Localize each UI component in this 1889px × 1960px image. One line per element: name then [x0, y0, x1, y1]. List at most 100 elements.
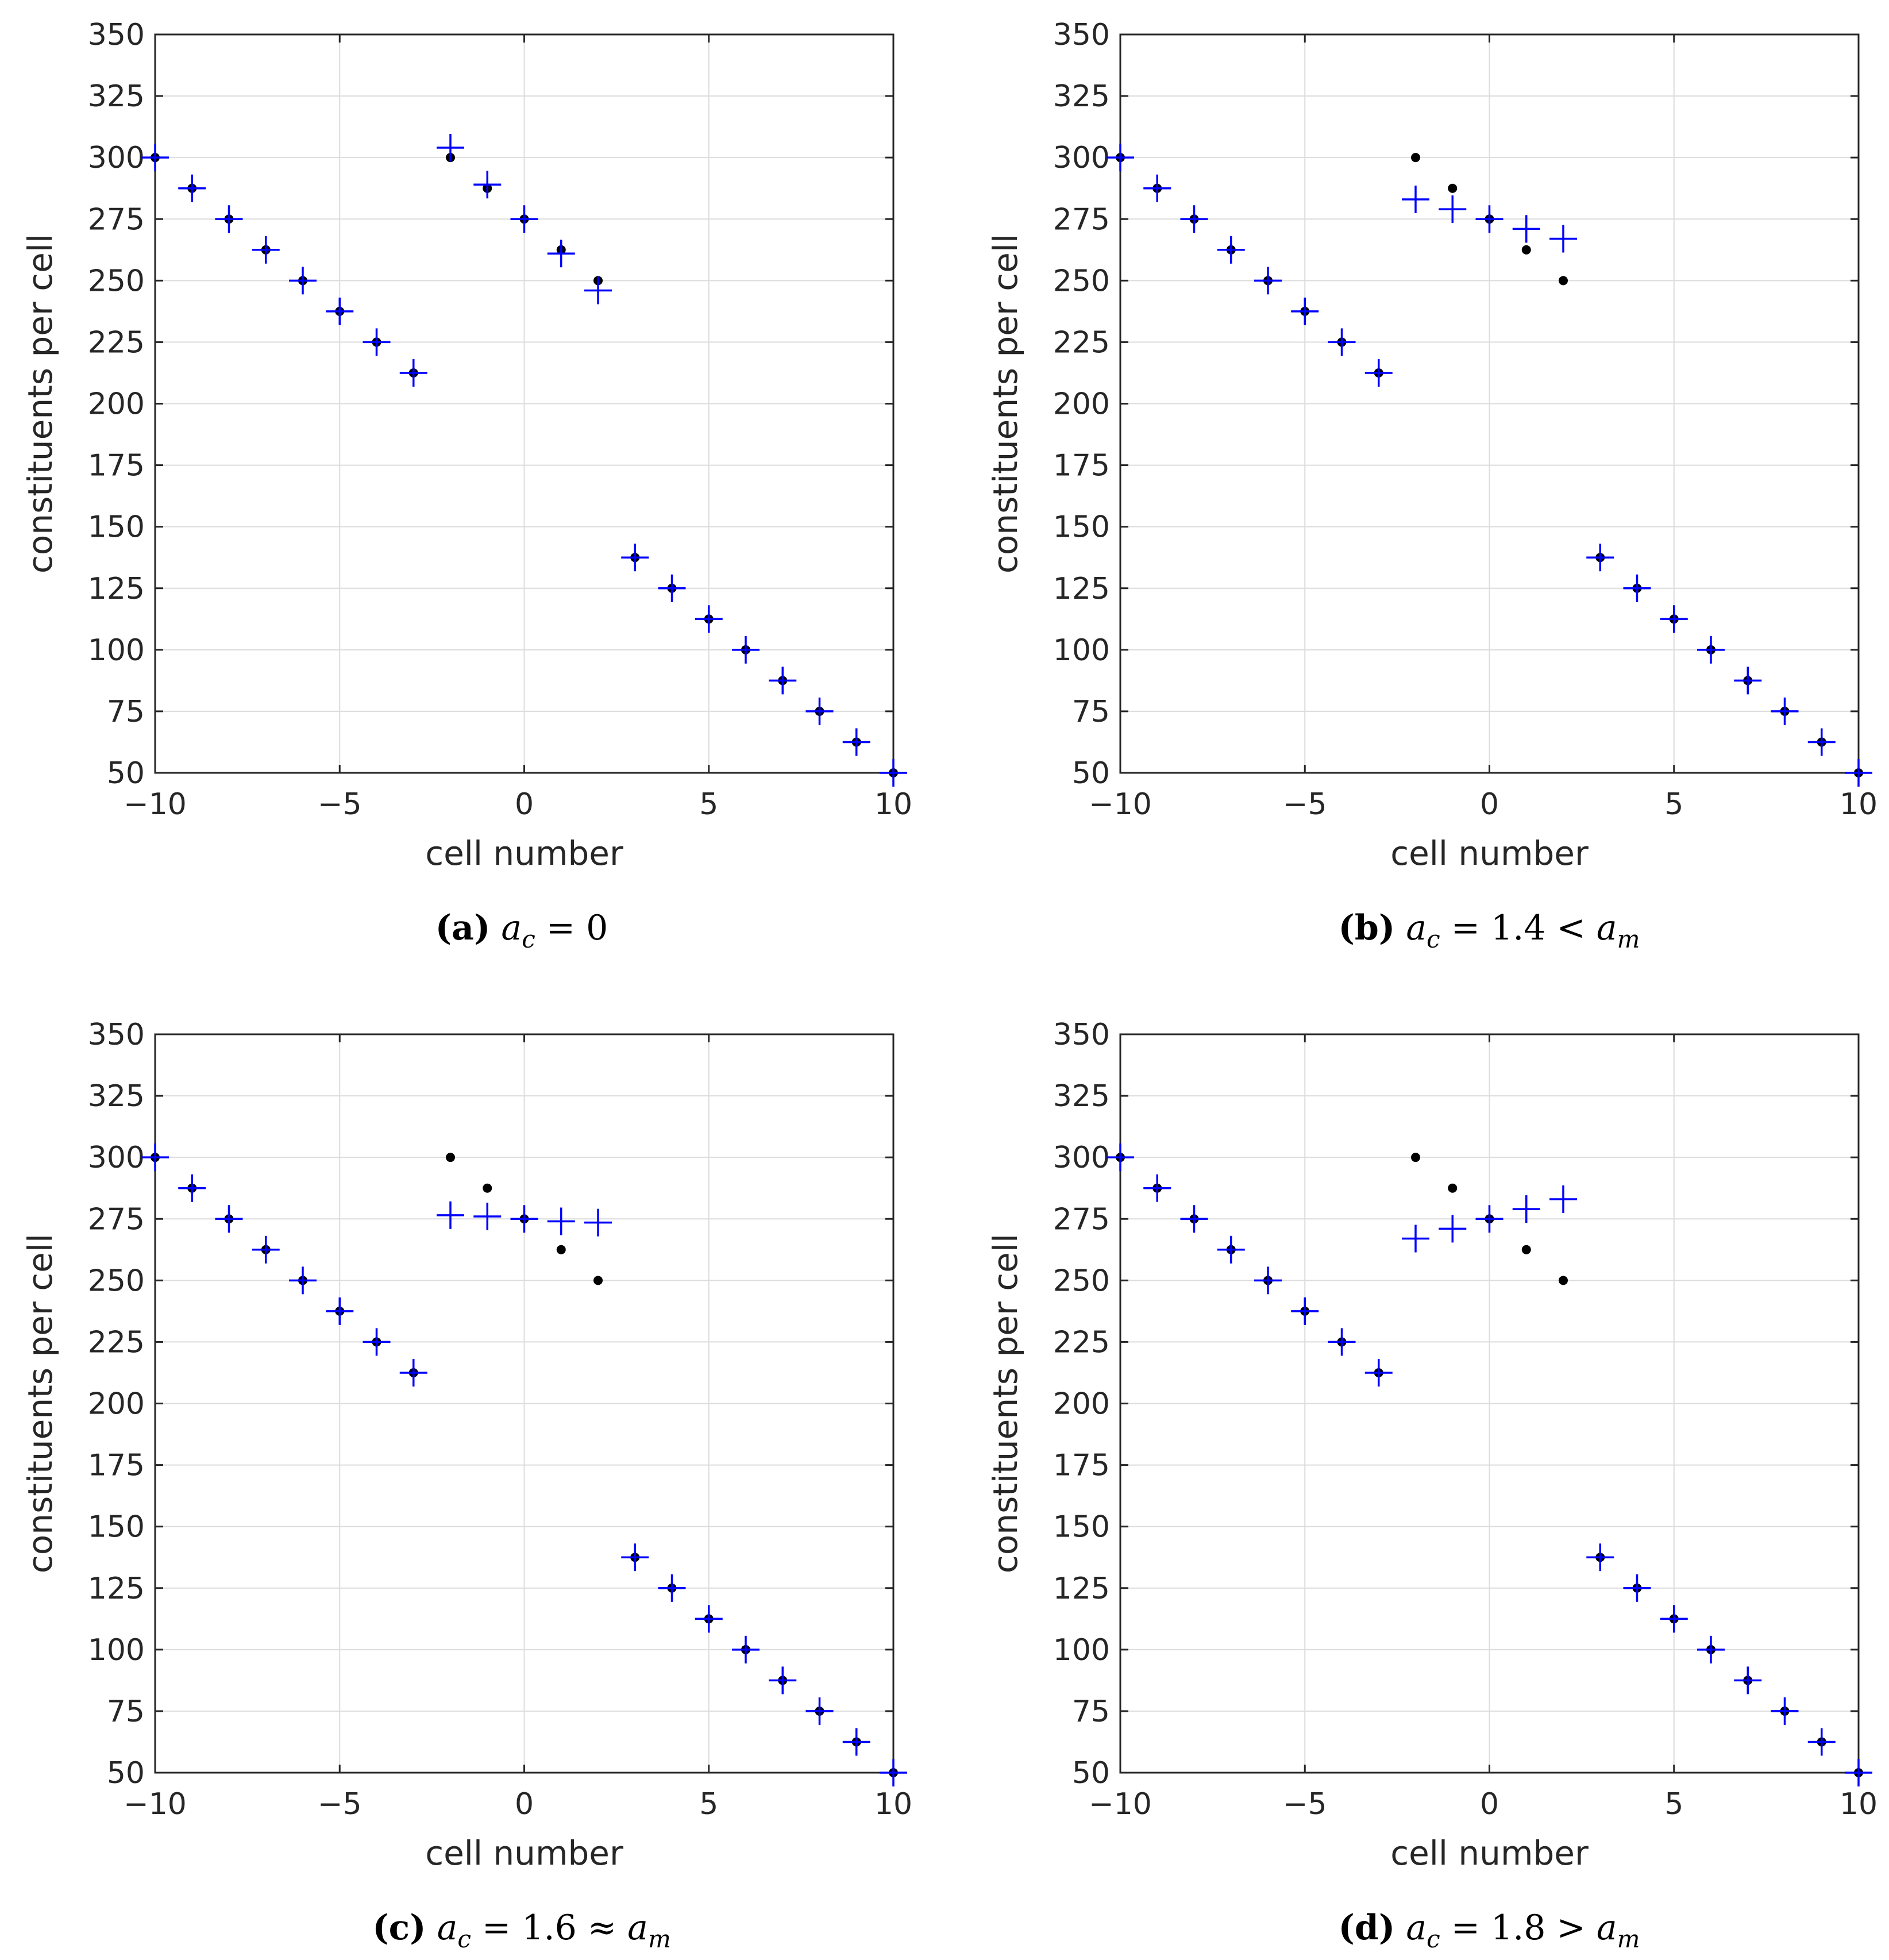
x-tick-label: 10: [1840, 1787, 1878, 1822]
data-point-result: [326, 297, 354, 325]
chart-panel-a: −10 −5 0 5 10 50 75 100 125 150 175 200 225 250 275 300…: [11, 18, 954, 919]
data-point-result: [1217, 1235, 1245, 1264]
y-tick-label: 325: [88, 79, 145, 114]
data-point-result: [1623, 1574, 1651, 1602]
y-tick-label: 350: [88, 1018, 145, 1052]
y-tick-label: 75: [107, 695, 145, 729]
x-tick-label: 5: [699, 787, 718, 822]
caption-rest: = 1.8 >: [1440, 1908, 1597, 1948]
x-tick-label: −5: [1283, 787, 1327, 822]
data-point-result: [1475, 205, 1504, 233]
chart-d-svg: −10 −5 0 5 10 50 75 100 125 150 175 200 225 250 275 300…: [986, 1018, 1878, 1873]
y-tick-label: 225: [1053, 1325, 1110, 1360]
data-point-result: [1660, 1605, 1688, 1633]
y-tick-label: 175: [1053, 449, 1110, 483]
y-tick-label: 350: [1053, 18, 1110, 52]
data-point-result: [1328, 1328, 1356, 1356]
data-point-result: [1660, 605, 1688, 633]
y-tick-label: 150: [88, 1510, 145, 1545]
data-point-initial: [483, 1183, 492, 1193]
y-tick-label: 275: [88, 1202, 145, 1237]
caption-d: (d) ac = 1.8 > am: [972, 1908, 1889, 1953]
data-point-result: [1807, 728, 1836, 756]
y-tick-label: 200: [1053, 387, 1110, 422]
series-result: [1107, 1143, 1872, 1786]
data-point-result: [1734, 1666, 1762, 1695]
caption-b: (b) ac = 1.4 < am: [972, 908, 1889, 953]
y-tick-label: 125: [88, 572, 145, 606]
data-point-result: [1845, 1759, 1872, 1786]
y-tick-label: 225: [88, 1325, 145, 1360]
data-point-initial: [446, 1153, 455, 1162]
chart-panel-b: −10 −5 0 5 10 50 75 100 125 150 175 200 225 250 275 300…: [977, 18, 1889, 919]
data-point-initial: [1559, 1276, 1568, 1285]
y-tick-label: 150: [88, 510, 145, 545]
data-point-result: [1254, 1266, 1282, 1295]
data-point-result: [880, 759, 907, 787]
data-point-initial: [593, 1276, 603, 1285]
data-point-result: [547, 240, 575, 268]
x-tick-label: 5: [699, 1787, 718, 1822]
data-point-result: [1180, 205, 1208, 233]
data-point-result: [1512, 215, 1540, 243]
series-result: [1107, 144, 1872, 787]
data-point-initial: [1411, 1153, 1420, 1162]
data-point-result: [1734, 667, 1762, 695]
caption-var: a: [501, 908, 522, 948]
caption-var: a: [437, 1908, 458, 1948]
y-tick-label: 125: [1053, 1572, 1110, 1606]
caption-sub2: m: [647, 1925, 671, 1953]
data-point-result: [695, 605, 723, 633]
data-point-result: [178, 174, 206, 202]
data-point-result: [437, 1201, 464, 1229]
series-result: [141, 1143, 907, 1786]
caption-sub: c: [1427, 1925, 1440, 1953]
caption-sub: c: [1427, 925, 1440, 953]
y-tick-label: 50: [107, 1756, 145, 1790]
data-point-result: [695, 1605, 723, 1633]
y-tick-label: 250: [1053, 264, 1110, 298]
y-tick-label: 150: [1053, 510, 1110, 545]
data-point-result: [547, 1207, 575, 1235]
data-point-result: [1402, 185, 1429, 213]
y-tick-label: 200: [88, 1387, 145, 1422]
y-axis-label: constituents per cell: [21, 1234, 60, 1573]
chart-panel-c: −10 −5 0 5 10 50 75 100 125 150 175 200 225 250 275 300…: [11, 1018, 954, 1919]
data-point-result: [1475, 1205, 1504, 1233]
y-axis-label: constituents per cell: [986, 1234, 1025, 1573]
y-tick-label: 250: [88, 1264, 145, 1298]
data-point-result: [658, 574, 686, 602]
y-tick-label: 225: [1053, 325, 1110, 360]
data-point-result: [1439, 195, 1467, 224]
data-point-result: [621, 544, 649, 572]
x-tick-label: 0: [515, 1787, 534, 1822]
caption-sub2: m: [1617, 925, 1640, 953]
data-point-result: [1217, 236, 1245, 264]
y-tick-label: 200: [1053, 1387, 1110, 1422]
y-tick-label: 250: [88, 264, 145, 298]
x-axis-label: cell number: [1390, 834, 1589, 873]
data-point-result: [1143, 1174, 1171, 1202]
data-point-result: [1107, 1143, 1134, 1172]
data-point-result: [1364, 359, 1393, 387]
series-result: [141, 134, 907, 787]
data-point-result: [1254, 267, 1282, 295]
data-point-initial: [1559, 276, 1568, 286]
x-tick-label: 0: [515, 787, 534, 822]
caption-var: a: [1406, 908, 1427, 948]
data-point-result: [1771, 697, 1799, 725]
y-tick-label: 275: [1053, 1202, 1110, 1237]
data-point-initial: [1411, 153, 1420, 163]
data-point-result: [842, 1728, 870, 1756]
data-point-result: [252, 236, 280, 264]
data-point-result: [289, 267, 317, 295]
caption-var2: a: [627, 1908, 648, 1948]
x-tick-label: 10: [874, 787, 912, 822]
x-tick-label: −5: [318, 1787, 362, 1822]
caption-var2: a: [1596, 1908, 1617, 1948]
data-point-result: [1439, 1215, 1467, 1243]
x-tick-label: −5: [318, 787, 362, 822]
x-tick-label: 0: [1480, 787, 1499, 822]
caption-rest: = 1.4 <: [1440, 908, 1597, 948]
data-point-result: [399, 359, 427, 387]
